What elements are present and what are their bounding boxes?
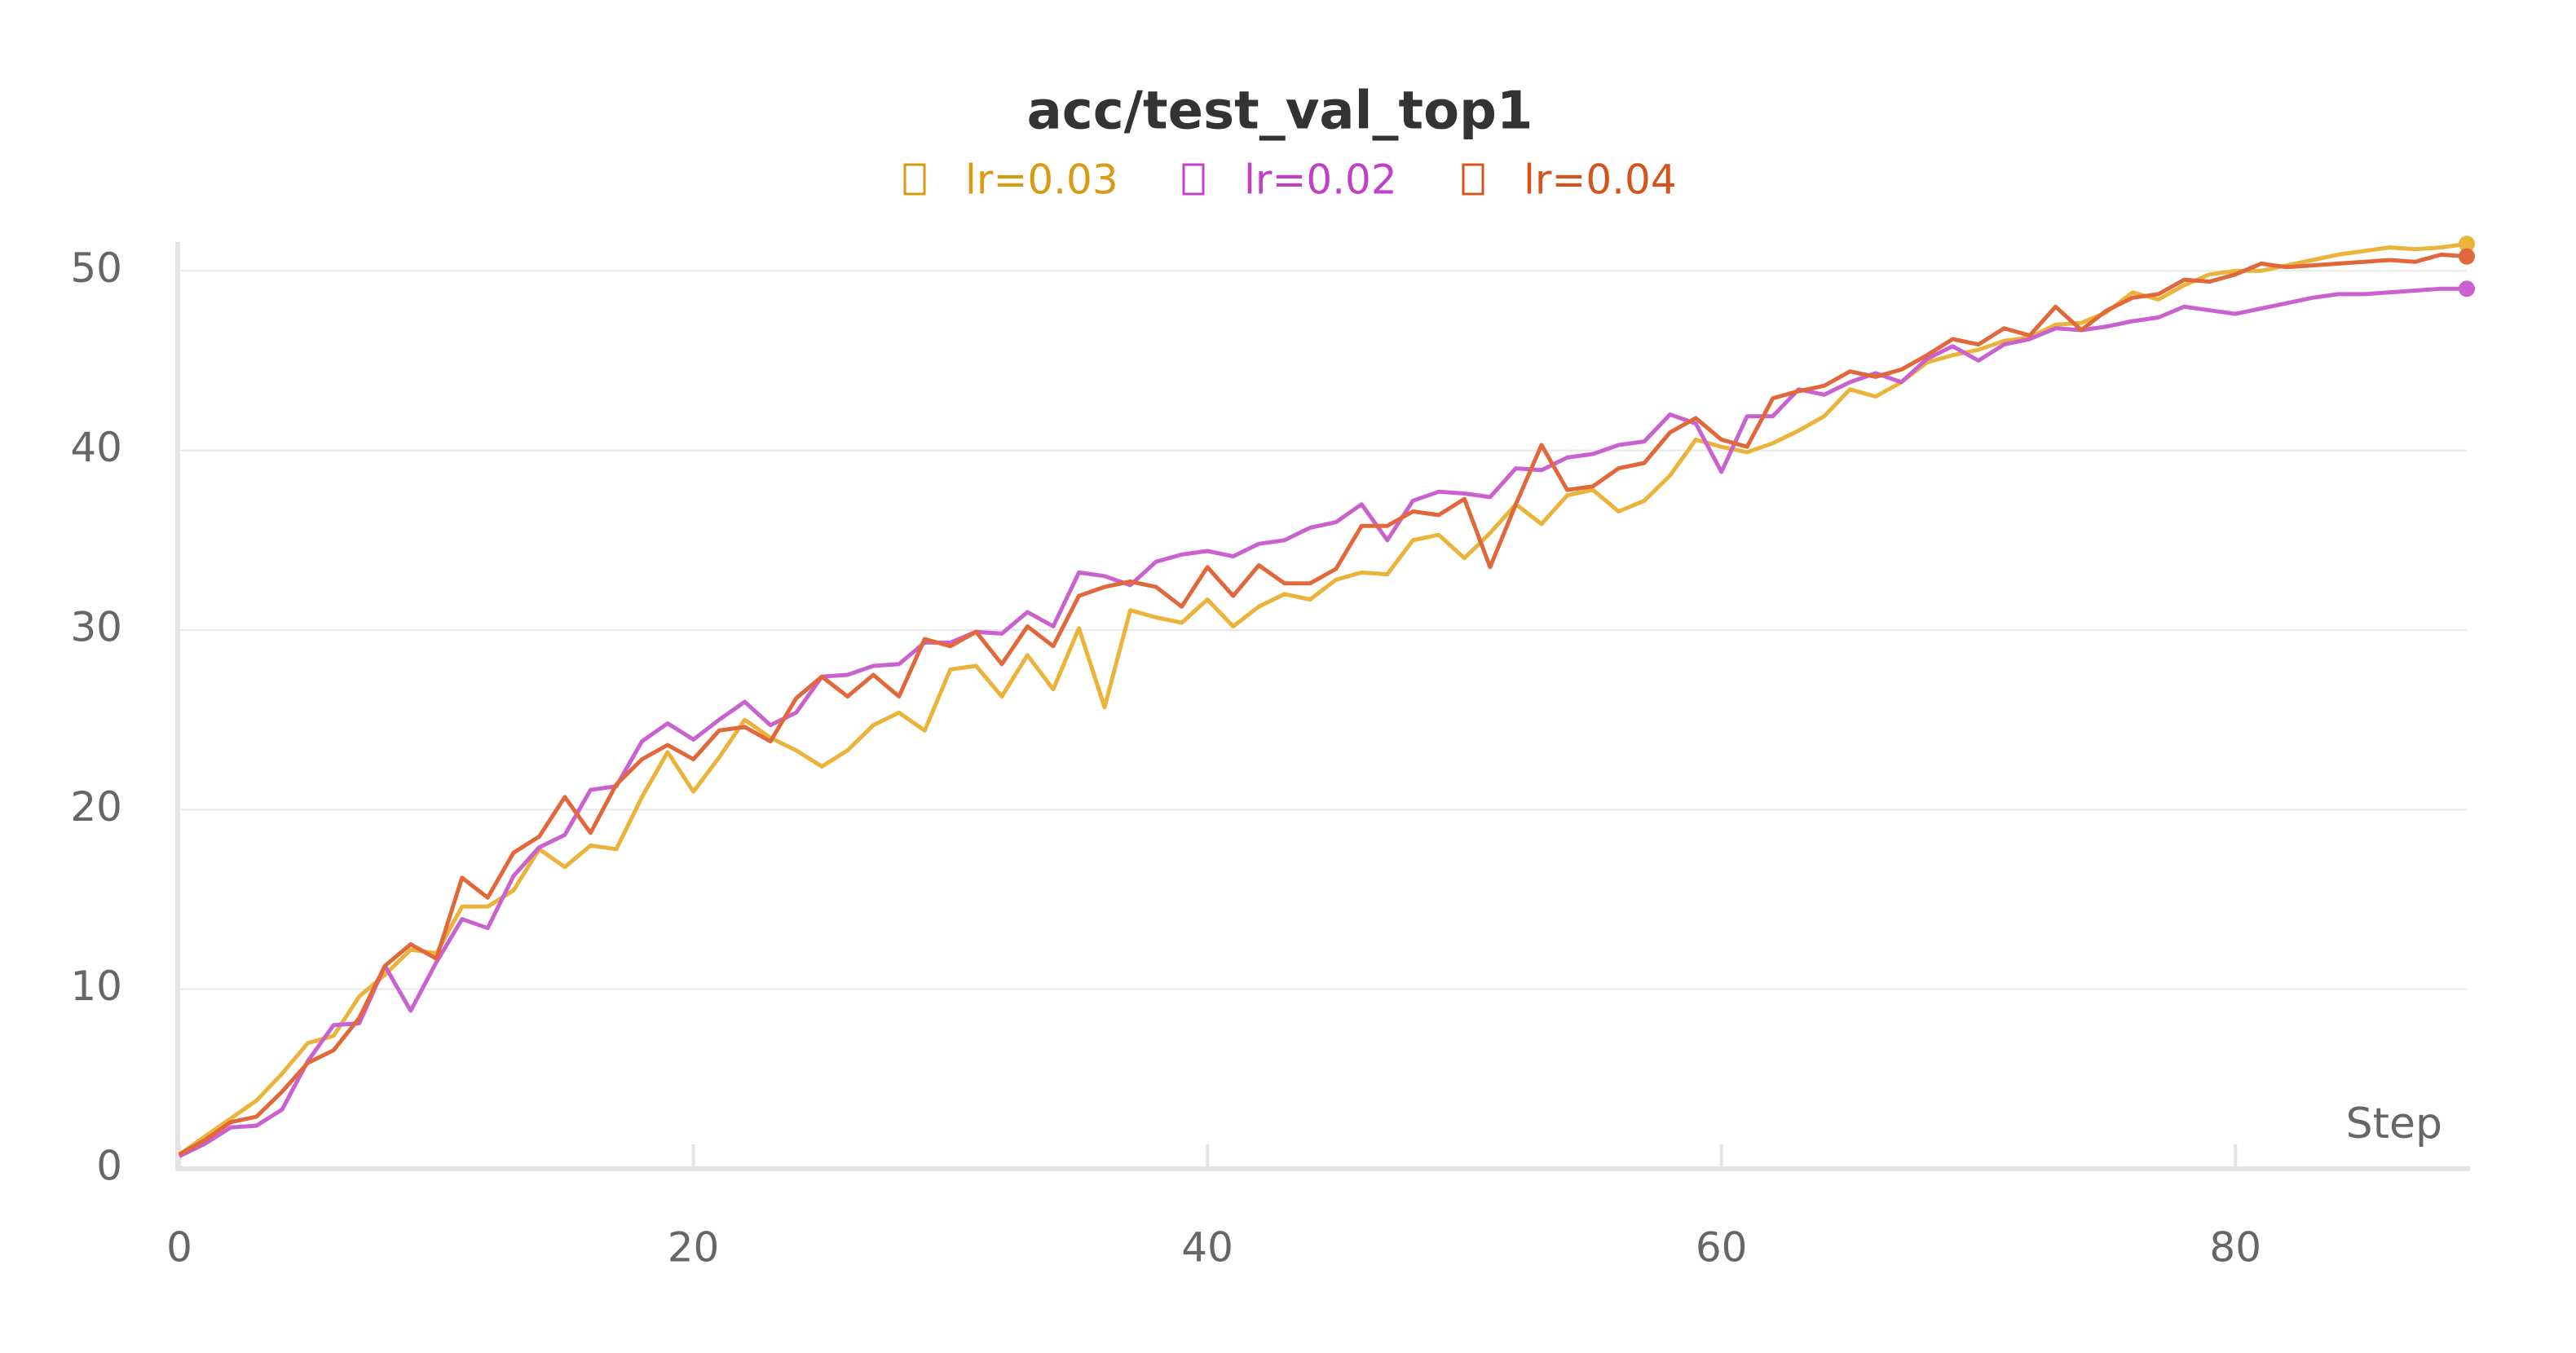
series-line [178,252,2468,1157]
end-point [2459,248,2475,265]
legend-label: lr=0.02 [1244,156,1397,204]
y-tick-label: 40 [70,424,122,471]
legend-label: lr=0.03 [965,156,1118,204]
y-tick-label: 30 [70,603,122,650]
y-tick-label: 50 [70,245,122,292]
y-tick-label: 20 [70,783,122,831]
legend-swatch [903,163,926,196]
legend-label: lr=0.04 [1524,156,1677,204]
series-line [178,241,2468,1157]
x-axis-label: Step [2346,1100,2442,1148]
chart-title: acc/test_val_top1 [1027,82,1533,142]
legend-swatch [1182,163,1205,196]
x-tick-label: 0 [166,1224,192,1271]
end-point [2459,280,2475,297]
x-tick-label: 20 [668,1224,720,1271]
end-point [2459,236,2475,253]
y-tick-label: 0 [96,1143,122,1190]
legend-swatch [1462,163,1484,196]
y-tick-label: 10 [70,963,122,1010]
x-tick-label: 40 [1181,1224,1233,1271]
series-line [178,286,2467,1158]
x-tick-label: 80 [2209,1224,2261,1271]
x-tick-label: 60 [1696,1224,1748,1271]
